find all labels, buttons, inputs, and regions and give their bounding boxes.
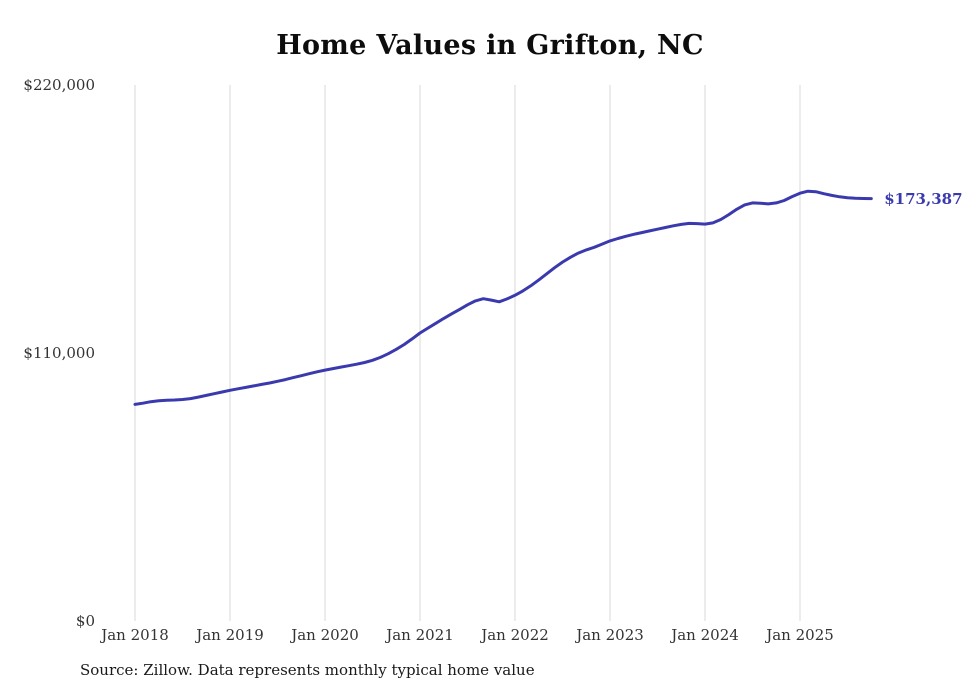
latest-value-label: $173,387 xyxy=(884,189,963,208)
y-tick-label: $110,000 xyxy=(23,344,95,362)
x-tick-label: Jan 2022 xyxy=(481,626,549,644)
x-tick-label: Jan 2023 xyxy=(576,626,644,644)
x-tick-label: Jan 2020 xyxy=(291,626,359,644)
y-tick-label: $220,000 xyxy=(23,76,95,94)
x-tick-label: Jan 2019 xyxy=(196,626,264,644)
x-tick-label: Jan 2024 xyxy=(671,626,739,644)
y-tick-label: $0 xyxy=(75,612,95,630)
x-tick-label: Jan 2018 xyxy=(101,626,169,644)
source-note: Source: Zillow. Data represents monthly … xyxy=(80,661,535,679)
x-tick-label: Jan 2025 xyxy=(766,626,834,644)
chart-title: Home Values in Grifton, NC xyxy=(276,30,704,61)
x-tick-label: Jan 2021 xyxy=(386,626,454,644)
home-value-line xyxy=(133,189,873,406)
